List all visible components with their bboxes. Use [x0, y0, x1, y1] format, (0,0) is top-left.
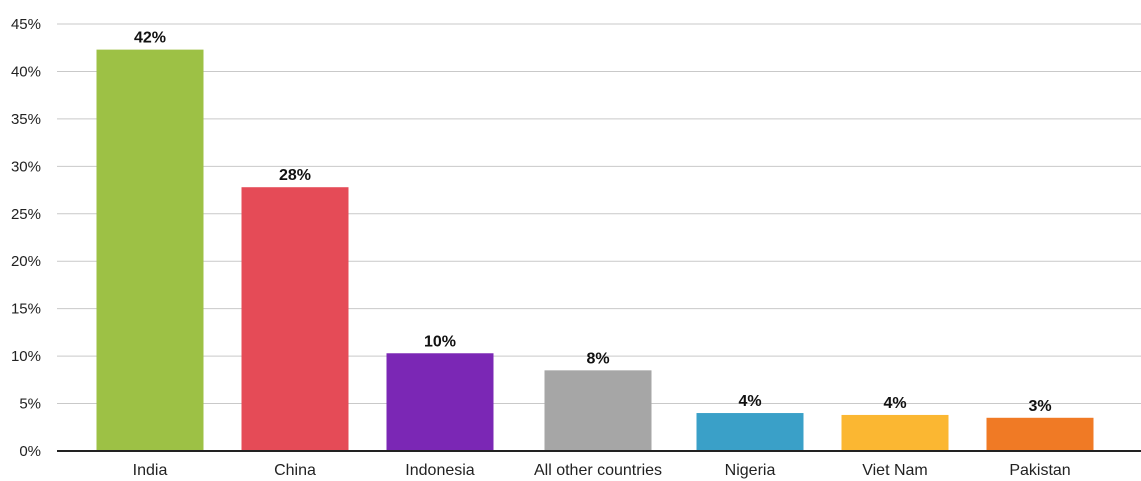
- bar-pakistan: [986, 417, 1094, 451]
- bar-all-other-countries: [544, 370, 652, 451]
- x-category-label: India: [133, 462, 168, 479]
- bars: [96, 49, 1094, 452]
- bar-indonesia: [386, 353, 494, 451]
- y-tick-label: 30%: [11, 158, 41, 175]
- y-axis-tick-labels: 0% 5% 10% 15% 20% 25% 30% 35% 40% 45%: [11, 16, 41, 460]
- data-label: 3%: [1028, 398, 1051, 415]
- y-tick-label: 0%: [19, 443, 41, 460]
- data-label: 10%: [424, 333, 456, 350]
- x-category-label: Indonesia: [405, 462, 474, 479]
- y-tick-label: 40%: [11, 63, 41, 80]
- data-label: 42%: [134, 30, 166, 47]
- y-tick-label: 10%: [11, 348, 41, 365]
- x-axis-category-labels: India China Indonesia All other countries Ni…: [133, 462, 1071, 479]
- x-category-label: Pakistan: [1009, 462, 1070, 479]
- y-tick-label: 25%: [11, 206, 41, 223]
- y-tick-label: 45%: [11, 16, 41, 33]
- data-labels: 42% 28% 10% 8% 4% 4% 3%: [134, 30, 1052, 415]
- x-category-label: China: [274, 462, 316, 479]
- bar-viet-nam: [841, 414, 949, 451]
- data-label: 28%: [279, 167, 311, 184]
- bar-nigeria: [696, 413, 804, 451]
- data-label: 8%: [586, 350, 609, 367]
- x-category-label: Viet Nam: [862, 462, 928, 479]
- data-label: 4%: [738, 393, 761, 410]
- x-category-label: Nigeria: [725, 462, 776, 479]
- y-tick-label: 35%: [11, 111, 41, 128]
- bar-india: [96, 49, 204, 452]
- gridlines: [57, 23, 1141, 405]
- data-label: 4%: [883, 395, 906, 412]
- y-tick-label: 20%: [11, 253, 41, 270]
- y-tick-label: 5%: [19, 396, 41, 413]
- bar-china: [241, 187, 349, 451]
- y-tick-label: 15%: [11, 301, 41, 318]
- x-category-label: All other countries: [534, 462, 662, 479]
